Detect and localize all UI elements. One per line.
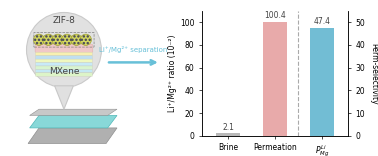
Circle shape	[83, 35, 85, 38]
Circle shape	[73, 35, 76, 38]
Text: Li⁺/Mg²⁺ separation: Li⁺/Mg²⁺ separation	[99, 46, 167, 53]
Circle shape	[34, 39, 36, 41]
FancyBboxPatch shape	[36, 56, 92, 59]
Circle shape	[49, 35, 51, 38]
Circle shape	[54, 35, 57, 38]
Circle shape	[33, 34, 45, 45]
Circle shape	[85, 39, 87, 41]
Text: 100.4: 100.4	[264, 11, 286, 20]
Polygon shape	[54, 86, 73, 109]
Circle shape	[56, 39, 59, 41]
Circle shape	[43, 39, 46, 41]
FancyBboxPatch shape	[36, 73, 92, 76]
Circle shape	[64, 42, 67, 44]
Circle shape	[60, 39, 63, 41]
Circle shape	[40, 35, 42, 38]
Circle shape	[71, 34, 82, 45]
Circle shape	[26, 12, 101, 87]
Circle shape	[70, 39, 72, 41]
Circle shape	[73, 42, 76, 44]
Circle shape	[45, 35, 48, 38]
Circle shape	[47, 39, 50, 41]
FancyBboxPatch shape	[36, 66, 92, 69]
Circle shape	[68, 35, 70, 38]
Text: ZIF-8: ZIF-8	[53, 16, 75, 25]
Bar	[263, 22, 287, 136]
Circle shape	[77, 35, 80, 38]
FancyBboxPatch shape	[35, 44, 93, 52]
Circle shape	[51, 39, 54, 41]
FancyArrowPatch shape	[109, 60, 155, 65]
Circle shape	[59, 42, 61, 44]
Circle shape	[71, 39, 74, 41]
Bar	[216, 133, 240, 136]
Circle shape	[59, 35, 61, 38]
Circle shape	[49, 42, 51, 44]
Circle shape	[36, 35, 38, 38]
Circle shape	[87, 42, 89, 44]
Circle shape	[79, 39, 82, 41]
Circle shape	[43, 34, 54, 45]
FancyBboxPatch shape	[36, 69, 92, 73]
Circle shape	[83, 42, 85, 44]
Bar	[310, 28, 334, 136]
Circle shape	[80, 34, 91, 45]
Circle shape	[45, 42, 48, 44]
Circle shape	[53, 39, 55, 41]
Text: MXene: MXene	[49, 67, 79, 76]
Circle shape	[52, 34, 64, 45]
Polygon shape	[29, 109, 117, 115]
FancyBboxPatch shape	[36, 59, 92, 63]
Circle shape	[68, 42, 70, 44]
Circle shape	[75, 39, 78, 41]
Circle shape	[87, 35, 89, 38]
Circle shape	[64, 35, 67, 38]
Circle shape	[88, 39, 91, 41]
Circle shape	[62, 39, 64, 41]
FancyBboxPatch shape	[36, 63, 92, 66]
Y-axis label: Li⁺/Mg²⁺ ratio (10⁻²): Li⁺/Mg²⁺ ratio (10⁻²)	[168, 35, 177, 112]
Y-axis label: Perm-selectivity: Perm-selectivity	[369, 42, 378, 104]
Polygon shape	[28, 128, 117, 144]
Circle shape	[81, 39, 83, 41]
FancyBboxPatch shape	[36, 52, 92, 56]
Circle shape	[77, 42, 80, 44]
Circle shape	[40, 42, 42, 44]
Circle shape	[42, 39, 44, 41]
Circle shape	[54, 42, 57, 44]
Circle shape	[38, 39, 40, 41]
Circle shape	[66, 39, 68, 41]
Text: 2.1: 2.1	[222, 123, 234, 132]
Polygon shape	[29, 115, 117, 128]
Circle shape	[36, 42, 38, 44]
Text: 47.4: 47.4	[313, 17, 330, 26]
Circle shape	[62, 34, 73, 45]
